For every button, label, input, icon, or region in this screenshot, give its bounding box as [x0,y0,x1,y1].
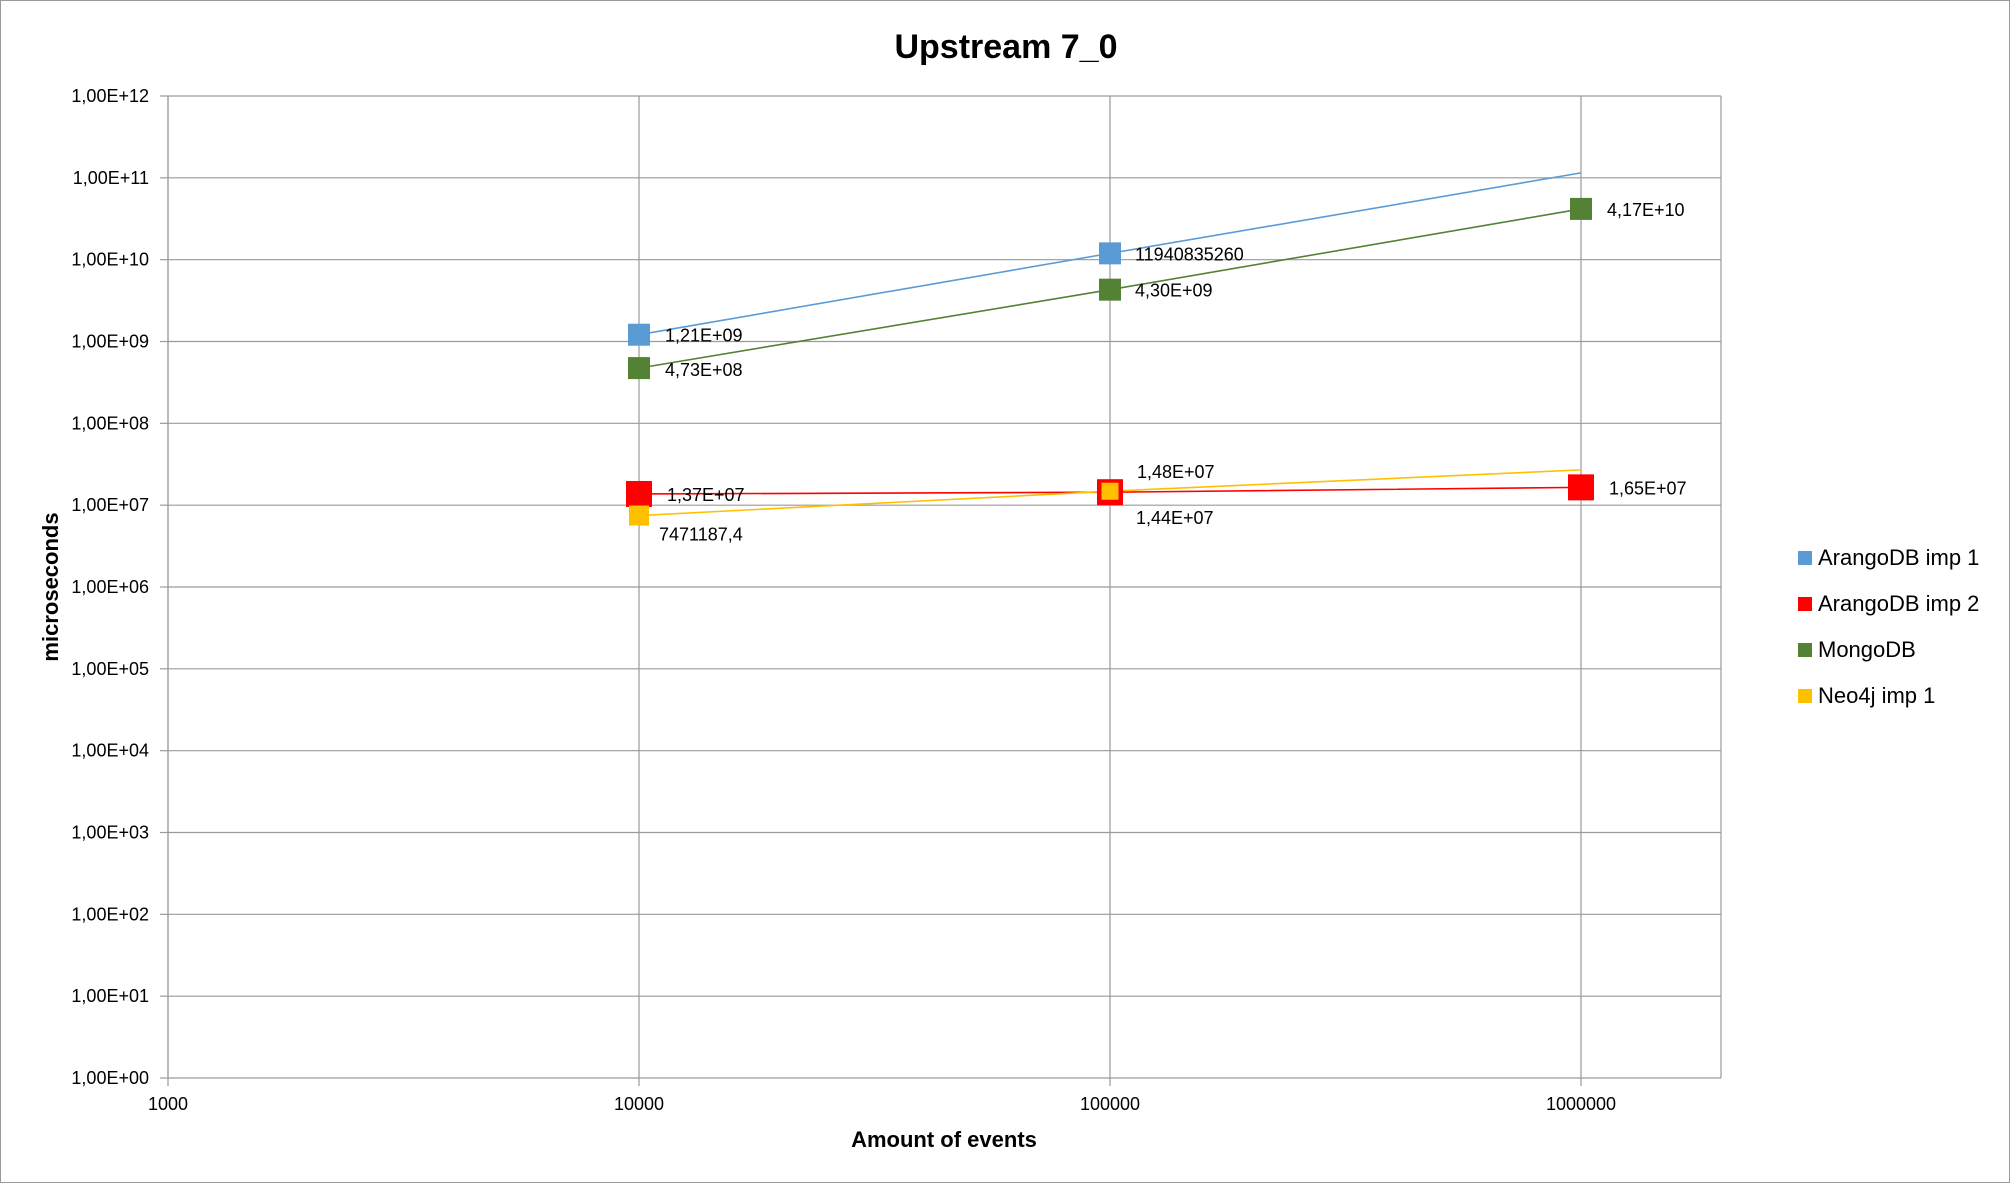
data-label: 1,48E+07 [1137,462,1215,482]
axis-ticks: 1,00E+00 1,00E+01 1,00E+02 1,00E+03 1,00E+04… [71,86,1616,1114]
y-tick-label: 1,00E+00 [71,1068,149,1088]
legend-label: ArangoDB imp 2 [1818,591,1979,616]
y-tick-label: 1,00E+11 [73,168,149,188]
y-tick-label: 1,00E+01 [71,986,149,1006]
y-tick-label: 1,00E+12 [71,86,149,106]
x-tick-label: 100000 [1080,1094,1140,1114]
data-label: 4,17E+10 [1607,200,1685,220]
data-point-marker [628,323,650,346]
legend-swatch [1798,551,1812,565]
y-tick-label: 1,00E+10 [71,250,149,270]
y-tick-label: 1,00E+08 [71,413,149,433]
legend-label: ArangoDB imp 1 [1818,545,1979,570]
data-label: 11940835260 [1135,244,1244,264]
data-label: 4,73E+08 [665,360,743,380]
data-point-marker [1099,278,1121,301]
y-axis-label: microseconds [38,512,63,661]
legend-label: MongoDB [1818,637,1916,662]
x-tick-label: 1000000 [1546,1094,1616,1114]
data-point-marker [1570,197,1592,220]
data-point-marker [1568,474,1594,501]
data-label: 1,44E+07 [1136,508,1214,528]
y-tick-label: 1,00E+03 [71,823,149,843]
y-tick-label: 1,00E+06 [71,577,149,597]
x-tick-label: 1000 [148,1094,188,1114]
data-point-marker [1098,479,1122,503]
y-tick-label: 1,00E+04 [71,741,149,761]
legend-swatch [1798,689,1812,703]
legend-swatch [1798,597,1812,611]
x-axis-label: Amount of events [851,1127,1037,1152]
data-point-marker [626,480,652,507]
grid [160,95,1722,1086]
chart-title: Upstream 7_0 [894,28,1117,66]
data-labels: 1,21E+09 11940835260 1,37E+07 1,44E+07 1,65E… [659,200,1687,545]
data-label: 7471187,4 [659,525,743,545]
data-label: 1,21E+09 [665,326,743,346]
data-label: 1,65E+07 [1609,478,1687,498]
y-tick-label: 1,00E+02 [71,904,149,924]
legend: ArangoDB imp 1 ArangoDB imp 2 MongoDB Neo4j… [1798,545,1979,708]
x-tick-label: 10000 [614,1094,664,1114]
data-label: 1,37E+07 [667,485,745,505]
data-point-marker [1099,242,1121,265]
series [626,172,1594,526]
data-label: 4,30E+09 [1135,281,1213,301]
y-tick-label: 1,00E+07 [71,495,149,515]
y-tick-label: 1,00E+05 [71,659,149,679]
data-point-marker [628,357,650,380]
y-tick-label: 1,00E+09 [71,332,149,352]
data-point-marker [629,505,649,526]
legend-swatch [1798,643,1812,657]
legend-label: Neo4j imp 1 [1818,683,1935,708]
